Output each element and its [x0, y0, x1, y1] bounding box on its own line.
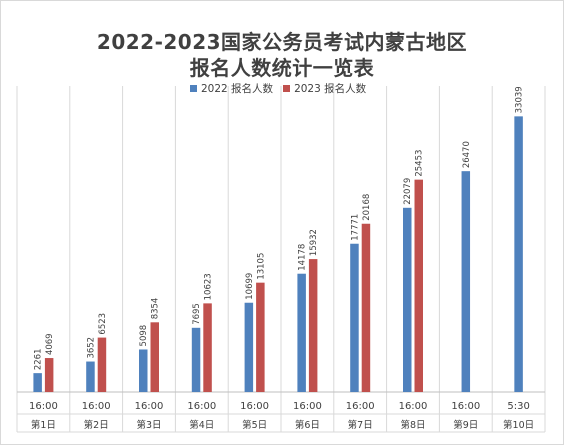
- bar-2023: [414, 179, 423, 392]
- data-label: 5098: [139, 325, 149, 347]
- x-tick-day-label: 第6日: [295, 419, 320, 431]
- legend-swatch-2022: [190, 84, 197, 92]
- bar-2023: [308, 259, 318, 392]
- data-label: 33039: [515, 86, 525, 113]
- legend-item-2022: 2022 报名人数: [190, 81, 273, 96]
- data-label: 4069: [45, 333, 55, 355]
- x-tick-time-label: 16:00: [187, 401, 216, 412]
- x-tick-day-label: 第10日: [503, 419, 534, 431]
- legend-item-2023: 2023 报名人数: [283, 81, 366, 96]
- chart-legend: 2022 报名人数 2023 报名人数: [190, 81, 376, 95]
- bar-2022: [33, 373, 42, 392]
- legend-label-2022: 2022 报名人数: [201, 82, 274, 95]
- legend-label-2023: 2023 报名人数: [294, 82, 367, 95]
- x-tick-time-label: 16:00: [451, 401, 480, 412]
- bar-2022: [244, 302, 254, 392]
- x-tick-time-label: 16:00: [29, 401, 58, 412]
- data-label: 20168: [362, 194, 372, 221]
- bar-2023: [150, 322, 159, 392]
- data-label: 15932: [309, 229, 319, 256]
- bar-2023: [361, 223, 371, 392]
- data-label: 10699: [245, 273, 255, 300]
- data-label: 25453: [415, 150, 425, 177]
- bar-2022: [350, 243, 359, 392]
- x-tick-time-label: 16:00: [399, 401, 428, 412]
- x-tick-time-label: 16:00: [240, 401, 269, 412]
- x-tick-day-label: 第7日: [348, 419, 373, 431]
- data-label: 8354: [151, 298, 161, 320]
- bar-2022: [86, 361, 95, 392]
- x-tick-day-label: 第4日: [189, 419, 214, 431]
- bar-2023: [203, 303, 212, 392]
- x-tick-time-label: 16:00: [346, 401, 375, 412]
- data-label: 3652: [86, 337, 96, 359]
- x-tick-day-label: 第2日: [84, 419, 109, 431]
- data-label: 2261: [34, 348, 44, 370]
- bar-2023: [97, 337, 107, 392]
- x-tick-day-label: 第9日: [453, 419, 478, 431]
- data-label: 10623: [204, 273, 214, 300]
- bar-2023: [256, 282, 265, 392]
- bar-2022: [191, 327, 201, 392]
- bar-2022: [403, 207, 412, 392]
- bar-2022: [139, 349, 148, 392]
- x-tick-day-label: 第1日: [31, 419, 56, 431]
- bar-2023: [44, 358, 54, 392]
- chart-title-line1: 2022-2023国家公务员考试内蒙古地区: [96, 30, 468, 54]
- x-tick-day-label: 第5日: [242, 419, 267, 431]
- bar-2022: [297, 273, 306, 392]
- x-tick-time-label: 16:00: [293, 401, 322, 412]
- x-tick-day-label: 第3日: [136, 419, 161, 431]
- data-label: 6523: [98, 313, 108, 335]
- bar-2022: [461, 171, 471, 392]
- data-label: 22079: [403, 178, 413, 205]
- chart-title-line2: 报名人数统计一览表: [189, 56, 375, 80]
- legend-swatch-2023: [283, 84, 291, 92]
- data-label: 26470: [462, 141, 472, 168]
- x-tick-time-label: 16:00: [82, 401, 111, 412]
- data-label: 7695: [192, 303, 202, 325]
- data-label: 17771: [350, 214, 360, 241]
- x-tick-time-label: 16:00: [135, 401, 164, 412]
- bar-2022: [514, 116, 523, 392]
- data-label: 14178: [298, 244, 308, 271]
- x-tick-day-label: 第8日: [400, 419, 425, 431]
- x-tick-time-label: 5:30: [507, 401, 529, 412]
- data-label: 13105: [256, 253, 266, 280]
